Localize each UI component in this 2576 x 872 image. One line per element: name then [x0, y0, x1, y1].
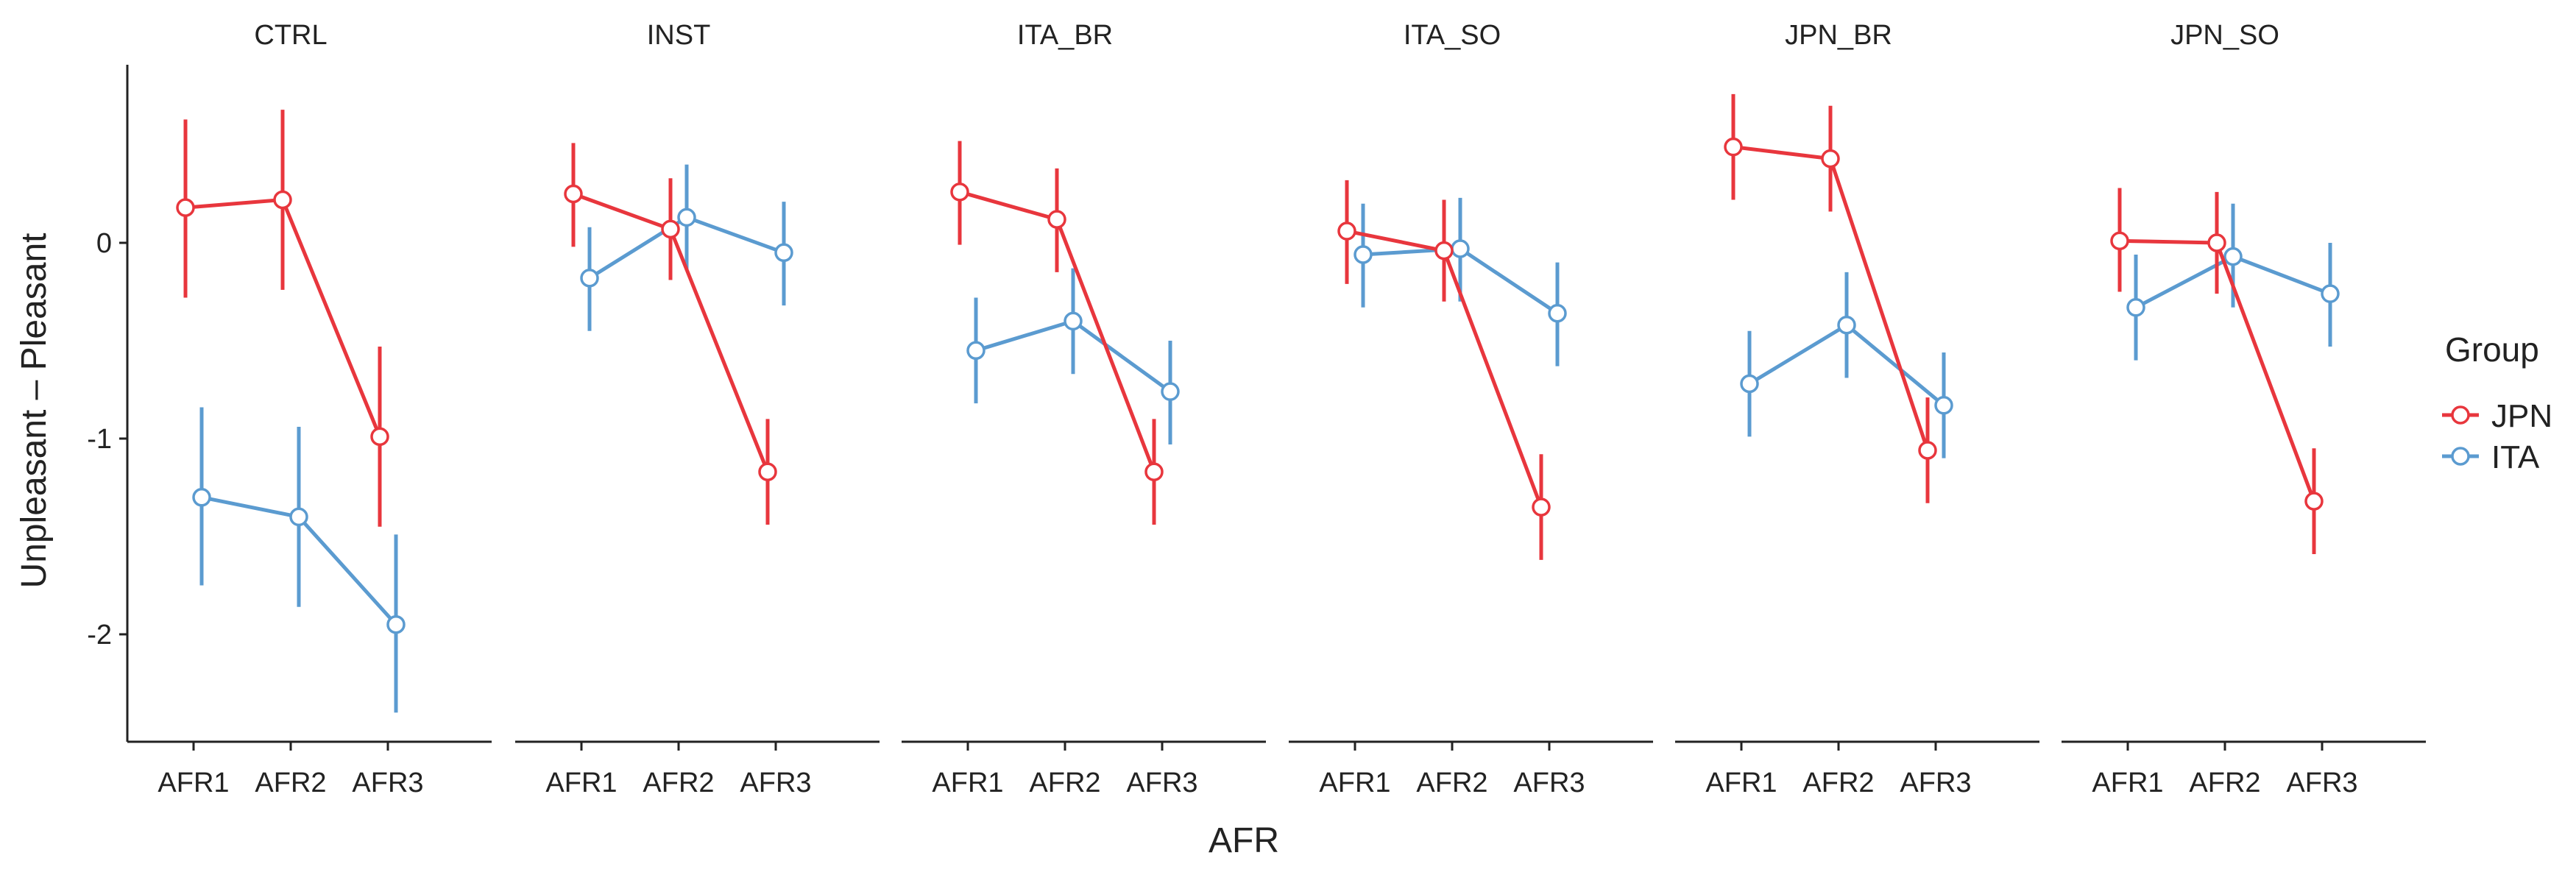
- x-tick-label: AFR2: [255, 768, 326, 798]
- facet-panel-ita-so: ITA_SO AFR1 AFR2 AFR3: [1289, 20, 1653, 798]
- data-point: [1837, 315, 1856, 335]
- series-jpn: [950, 141, 1164, 525]
- data-point: [289, 507, 308, 527]
- series-jpn: [1337, 180, 1551, 560]
- x-tick-label: AFR2: [2189, 768, 2260, 798]
- x-tick-label: AFR3: [1126, 768, 1197, 798]
- data-point: [1918, 441, 1937, 460]
- facet-panels: CTRL AFR1 AFR2 AFR3 INST AFR1 AFR2 AFR3 ITA_BR AF…: [127, 20, 2426, 798]
- x-tick-label: AFR3: [1513, 768, 1585, 798]
- legend-key-point: [2451, 405, 2470, 425]
- series-jpn: [564, 143, 777, 525]
- x-axis-title: AFR: [1209, 821, 1279, 860]
- series-ita: [192, 407, 406, 713]
- data-point: [1451, 239, 1470, 258]
- x-tick-label: AFR1: [2092, 768, 2163, 798]
- x-tick-label: AFR1: [545, 768, 617, 798]
- data-point: [677, 208, 696, 227]
- x-tick-label: AFR2: [643, 768, 714, 798]
- data-point: [273, 190, 292, 210]
- facet-title: ITA_BR: [1017, 20, 1113, 51]
- series-jpn: [2110, 188, 2324, 554]
- x-tick-label: AFR2: [1802, 768, 1874, 798]
- legend-label: ITA: [2491, 439, 2540, 475]
- data-point: [2321, 284, 2340, 303]
- x-tick-label: AFR2: [1416, 768, 1487, 798]
- facet-title: INST: [647, 20, 711, 51]
- series-ita: [580, 164, 793, 331]
- data-point: [1548, 304, 1567, 323]
- data-point: [1934, 396, 1953, 415]
- series-ita: [1354, 197, 1567, 366]
- data-point: [176, 198, 195, 217]
- y-tick-label: -2: [87, 620, 112, 651]
- data-point: [774, 243, 793, 263]
- x-tick-label: AFR2: [1029, 768, 1100, 798]
- legend-label: JPN: [2491, 398, 2552, 434]
- facet-panel-jpn-so: JPN_SO AFR1 AFR2 AFR3: [2062, 20, 2426, 798]
- x-tick-label: AFR1: [932, 768, 1003, 798]
- facet-title: JPN_BR: [1785, 20, 1892, 51]
- series-ita: [2126, 203, 2340, 361]
- data-point: [580, 269, 599, 288]
- facet-title: JPN_SO: [2170, 20, 2279, 51]
- data-point: [661, 219, 680, 239]
- x-tick-label: AFR1: [158, 768, 229, 798]
- data-point: [1047, 210, 1066, 229]
- data-point: [2207, 233, 2226, 252]
- data-point: [2304, 492, 2324, 511]
- series-jpn: [176, 110, 389, 527]
- x-tick-label: AFR3: [2286, 768, 2357, 798]
- x-tick-label: AFR1: [1319, 768, 1390, 798]
- x-tick-label: AFR1: [1705, 768, 1777, 798]
- data-point: [966, 341, 986, 361]
- data-point: [1337, 221, 1356, 241]
- facet-title: CTRL: [254, 20, 327, 51]
- data-point: [950, 182, 969, 202]
- data-point: [2126, 298, 2145, 317]
- legend-key-point: [2451, 447, 2470, 466]
- x-tick-label: AFR3: [740, 768, 811, 798]
- y-tick-label: -1: [87, 424, 112, 455]
- data-point: [2110, 231, 2129, 251]
- data-point: [1434, 241, 1454, 260]
- facet-panel-ctrl: CTRL AFR1 AFR2 AFR3: [127, 20, 492, 798]
- y-tick-label: 0: [96, 228, 112, 259]
- data-point: [1064, 311, 1083, 331]
- data-point: [1821, 149, 1840, 169]
- data-point: [564, 184, 583, 204]
- data-point: [758, 462, 777, 481]
- x-tick-label: AFR3: [1900, 768, 1971, 798]
- data-point: [1724, 137, 1743, 157]
- data-point: [1740, 374, 1759, 394]
- data-point: [1532, 497, 1551, 517]
- facet-panel-ita-br: ITA_BR AFR1 AFR2 AFR3: [902, 20, 1266, 798]
- data-point: [192, 488, 211, 507]
- facet-title: ITA_SO: [1404, 20, 1501, 51]
- legend-title: Group: [2445, 330, 2539, 369]
- facet-panel-jpn-br: JPN_BR AFR1 AFR2 AFR3: [1675, 20, 2039, 798]
- x-tick-label: AFR3: [352, 768, 423, 798]
- facet-panel-inst: INST AFR1 AFR2 AFR3: [515, 20, 880, 798]
- data-point: [2223, 247, 2243, 266]
- series-ita: [1740, 272, 1953, 458]
- series-jpn: [1724, 93, 1937, 503]
- data-point: [386, 614, 406, 634]
- legend: Group JPN ITA: [2442, 330, 2552, 475]
- data-point: [1144, 462, 1164, 481]
- data-point: [370, 427, 389, 447]
- data-point: [1161, 382, 1180, 401]
- y-axis: -2 -1 0: [87, 65, 129, 742]
- data-point: [1354, 245, 1373, 264]
- series-ita: [966, 268, 1180, 444]
- y-axis-title: Unpleasant – Pleasant: [15, 233, 54, 589]
